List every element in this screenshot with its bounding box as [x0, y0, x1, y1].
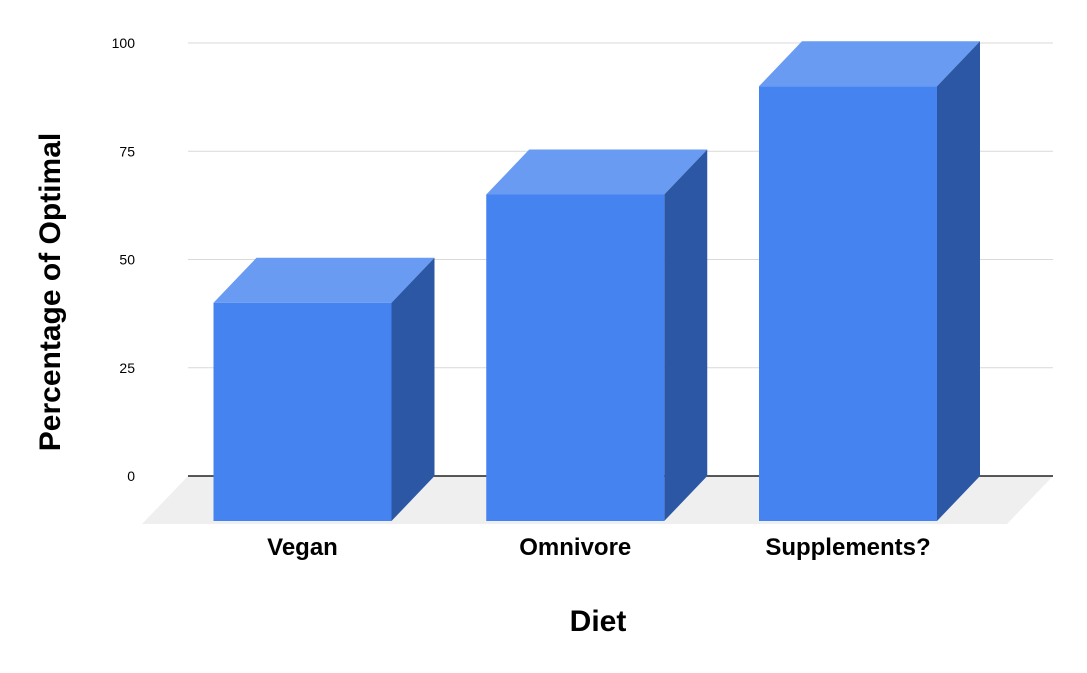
bar-supplements-top-face[interactable]	[759, 41, 980, 87]
bar-omnivore-front-face[interactable]	[486, 194, 665, 522]
bar-vegan[interactable]	[213, 257, 435, 521]
bar-omnivore-side-face[interactable]	[664, 149, 708, 522]
y-tick-label-75: 75	[119, 143, 135, 159]
bar-omnivore-top-face[interactable]	[486, 149, 708, 195]
bar-supplements-side-face[interactable]	[937, 41, 980, 522]
bar-supplements-front-face[interactable]	[759, 86, 937, 522]
y-tick-label-25: 25	[119, 360, 135, 376]
bar-omnivore[interactable]	[486, 149, 708, 522]
y-tick-labels-group: 0 25 50 75 100	[112, 35, 136, 484]
y-tick-label-50: 50	[119, 252, 135, 268]
category-label-omnivore: Omnivore	[519, 534, 631, 561]
bar-supplements[interactable]	[759, 41, 980, 522]
bars-group	[213, 41, 980, 522]
y-tick-label-0: 0	[127, 468, 135, 484]
y-axis-title: Percentage of Optimal	[34, 133, 67, 451]
bar-vegan-front-face[interactable]	[213, 302, 392, 521]
category-labels-group: Vegan Omnivore Supplements?	[267, 534, 931, 561]
category-label-vegan: Vegan	[267, 534, 338, 561]
x-axis-title: Diet	[570, 605, 627, 638]
bar-vegan-side-face[interactable]	[391, 257, 435, 521]
category-label-supplements: Supplements?	[765, 534, 930, 561]
bar-vegan-top-face[interactable]	[213, 257, 435, 303]
y-tick-label-100: 100	[112, 35, 136, 51]
